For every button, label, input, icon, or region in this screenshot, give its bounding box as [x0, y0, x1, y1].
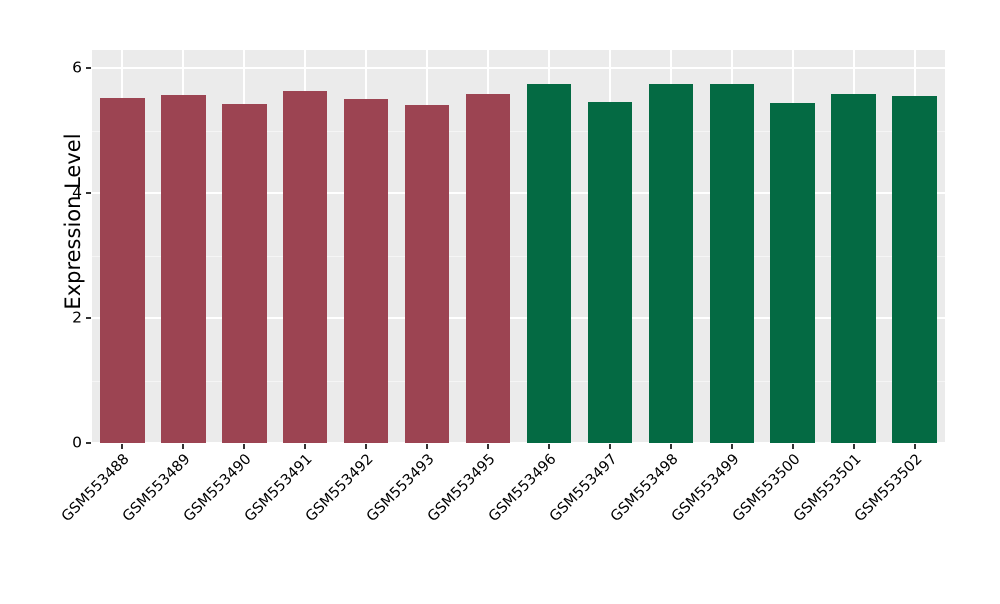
plot-panel [92, 50, 945, 443]
bar [222, 104, 267, 443]
x-axis-tick-mark [243, 444, 246, 449]
bar [161, 95, 206, 443]
bar [892, 96, 937, 443]
bar [100, 97, 145, 443]
x-axis-tick-mark [608, 444, 611, 449]
gridline-major [92, 442, 945, 443]
y-axis-tick-label: 0 [72, 433, 82, 452]
y-axis-tick-mark [86, 192, 91, 195]
x-axis-tick-mark [669, 444, 672, 449]
gridline-major [92, 67, 945, 70]
x-axis-tick-mark [182, 444, 185, 449]
bar [526, 83, 572, 443]
x-axis-tick-mark [365, 444, 368, 449]
bar [709, 83, 754, 443]
bar [648, 83, 694, 443]
gridline-minor [92, 255, 945, 257]
bar [831, 93, 876, 443]
y-axis-tick-mark [86, 317, 91, 320]
y-axis-tick-labels: 0 2 4 6 [60, 0, 82, 580]
x-axis-tick-mark [852, 444, 855, 449]
bar [343, 99, 389, 443]
y-axis-tick-mark [86, 67, 91, 70]
y-axis-tick-label: 2 [72, 308, 82, 327]
gridline-major [92, 317, 945, 320]
x-axis-tick-mark [426, 444, 429, 449]
bar [465, 93, 511, 443]
x-axis-tick-mark [913, 444, 916, 449]
x-axis-tick-mark [487, 444, 490, 449]
gridline-minor [92, 380, 945, 382]
gridline-major [92, 192, 945, 195]
x-axis-tick-mark [730, 444, 733, 449]
bar [770, 103, 815, 443]
bar [283, 91, 328, 443]
bar [404, 104, 450, 443]
gridline-minor [92, 130, 945, 132]
x-axis-tick-mark [304, 444, 307, 449]
x-axis-tick-mark [547, 444, 550, 449]
y-axis-tick-label: 4 [72, 183, 82, 202]
x-axis-tick-mark [791, 444, 794, 449]
y-axis-tick-mark [86, 442, 91, 444]
bar [587, 102, 633, 443]
x-axis-tick-mark [121, 444, 124, 449]
y-axis-tick-label: 6 [72, 58, 82, 77]
